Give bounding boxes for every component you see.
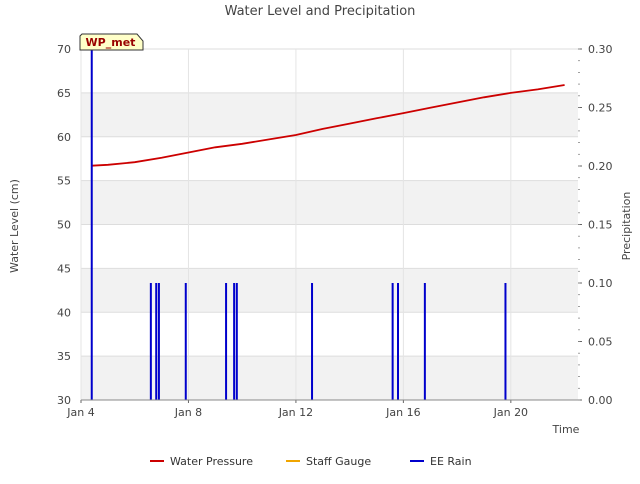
legend-label: Water Pressure (170, 455, 253, 468)
y-left-tick-label: 50 (57, 219, 71, 232)
x-tick-label: Jan 16 (385, 406, 420, 419)
axes: 30 35 40 45 50 55 60 65 70 Jan 4 Jan 8 Jan 12 Jan 16… (57, 43, 613, 419)
x-tick-label: Jan 8 (174, 406, 202, 419)
plot-series (90, 49, 565, 400)
y-right-tick-label: 0.10 (588, 277, 613, 290)
y-right-tick-label: 0.05 (588, 336, 613, 349)
x-axis-label: Time (552, 423, 580, 436)
y-left-tick-label: 45 (57, 262, 71, 275)
legend: Water Pressure Staff Gauge EE Rain (150, 455, 472, 468)
y-axis-left-label: Water Level (cm) (8, 179, 21, 273)
y-left-tick-label: 60 (57, 131, 71, 144)
x-tick-label: Jan 4 (66, 406, 94, 419)
background-band (81, 268, 578, 313)
y-right-tick-label: 0.25 (588, 102, 613, 115)
y-right-tick-label: 0.20 (588, 160, 613, 173)
background-band (81, 180, 578, 225)
chart-title: Water Level and Precipitation (225, 4, 416, 19)
water-pressure-line (91, 84, 565, 167)
legend-label: Staff Gauge (306, 455, 371, 468)
x-tick-label: Jan 20 (493, 406, 528, 419)
y-left-tick-label: 40 (57, 306, 71, 319)
y-right-tick-label: 0.15 (588, 219, 613, 232)
y-left-tick-label: 55 (57, 175, 71, 188)
y-right-tick-label: 0.30 (588, 43, 613, 56)
y-right-tick-label: 0.00 (588, 394, 613, 407)
y-left-tick-label: 35 (57, 350, 71, 363)
station-badge-shape (79, 33, 144, 51)
station-badge: WP_met (79, 33, 144, 51)
x-tick-label: Jan 12 (278, 406, 313, 419)
background-band (81, 356, 578, 400)
y-left-tick-label: 65 (57, 87, 71, 100)
y-left-tick-label: 70 (57, 43, 71, 56)
y-axis-right-label: Precipitation (620, 192, 633, 261)
y-left-tick-label: 30 (57, 394, 71, 407)
background-bands (81, 92, 578, 400)
legend-label: EE Rain (430, 455, 472, 468)
station-badge-label: WP_met (86, 36, 136, 49)
background-band (81, 92, 578, 137)
